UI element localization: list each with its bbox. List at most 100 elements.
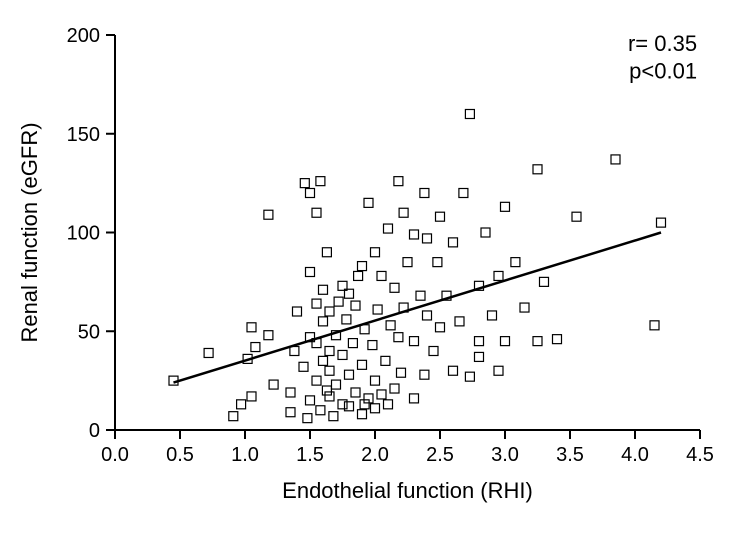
data-point <box>399 208 408 217</box>
data-point <box>650 321 659 330</box>
data-point <box>358 410 367 419</box>
data-point <box>319 356 328 365</box>
data-point <box>312 376 321 385</box>
x-tick-label: 0.0 <box>101 444 129 466</box>
x-tick-label: 3.0 <box>491 444 519 466</box>
data-point <box>312 299 321 308</box>
data-point <box>449 366 458 375</box>
data-point <box>351 301 360 310</box>
data-point <box>368 341 377 350</box>
data-point <box>316 406 325 415</box>
data-point <box>286 408 295 417</box>
data-point <box>465 110 474 119</box>
data-point <box>286 388 295 397</box>
data-point <box>316 177 325 186</box>
data-point <box>322 386 331 395</box>
x-tick-label: 4.5 <box>686 444 714 466</box>
data-point <box>410 337 419 346</box>
y-tick-label: 0 <box>89 420 100 442</box>
data-point <box>475 337 484 346</box>
data-point <box>371 404 380 413</box>
data-point <box>251 343 260 352</box>
x-tick-label: 2.0 <box>361 444 389 466</box>
data-point <box>306 396 315 405</box>
data-point <box>611 155 620 164</box>
data-point <box>410 394 419 403</box>
data-point <box>325 307 334 316</box>
data-point <box>360 325 369 334</box>
data-point <box>334 297 343 306</box>
y-tick-label: 200 <box>67 25 100 47</box>
regression-line <box>174 233 662 383</box>
x-tick-label: 1.0 <box>231 444 259 466</box>
data-point <box>325 392 334 401</box>
data-point <box>501 337 510 346</box>
scatter-chart: 0.00.51.01.52.02.53.03.54.04.50501001502… <box>0 0 752 540</box>
data-point <box>348 339 357 348</box>
data-point <box>501 202 510 211</box>
data-point <box>358 262 367 271</box>
y-axis-label: Renal function (eGFR) <box>17 122 42 342</box>
y-tick-label: 50 <box>78 321 100 343</box>
data-point <box>264 331 273 340</box>
data-point <box>290 347 299 356</box>
data-point <box>403 258 412 267</box>
data-point <box>540 277 549 286</box>
data-point <box>364 394 373 403</box>
data-point <box>300 179 309 188</box>
correlation-annotation: r= 0.35 <box>628 31 697 56</box>
data-point <box>204 348 213 357</box>
data-point <box>312 208 321 217</box>
data-point <box>416 291 425 300</box>
data-point <box>465 372 474 381</box>
data-point <box>494 271 503 280</box>
data-point <box>373 305 382 314</box>
data-point <box>306 189 315 198</box>
y-tick-label: 150 <box>67 124 100 146</box>
x-tick-label: 1.5 <box>296 444 324 466</box>
data-point <box>358 360 367 369</box>
data-point <box>520 303 529 312</box>
data-point <box>433 258 442 267</box>
data-point <box>354 271 363 280</box>
data-point <box>319 285 328 294</box>
data-point <box>325 366 334 375</box>
data-point <box>338 400 347 409</box>
data-point <box>429 347 438 356</box>
data-point <box>229 412 238 421</box>
x-tick-label: 4.0 <box>621 444 649 466</box>
data-point <box>436 212 445 221</box>
data-point <box>455 317 464 326</box>
x-tick-label: 3.5 <box>556 444 584 466</box>
data-point <box>322 248 331 257</box>
data-point <box>306 268 315 277</box>
data-point <box>384 224 393 233</box>
data-point <box>481 228 490 237</box>
data-point <box>381 356 390 365</box>
data-point <box>325 347 334 356</box>
x-tick-label: 2.5 <box>426 444 454 466</box>
data-point <box>449 238 458 247</box>
data-point <box>386 321 395 330</box>
data-point <box>299 362 308 371</box>
data-point <box>533 165 542 174</box>
data-point <box>553 335 562 344</box>
data-point <box>572 212 581 221</box>
data-point <box>237 400 246 409</box>
data-point <box>394 333 403 342</box>
data-point <box>394 177 403 186</box>
data-point <box>657 218 666 227</box>
data-point <box>247 323 256 332</box>
x-axis-label: Endothelial function (RHI) <box>282 478 533 503</box>
data-point <box>269 380 278 389</box>
data-point <box>390 384 399 393</box>
x-tick-label: 0.5 <box>166 444 194 466</box>
data-point <box>410 230 419 239</box>
data-point <box>533 337 542 346</box>
pvalue-annotation: p<0.01 <box>629 58 697 83</box>
data-point <box>397 368 406 377</box>
data-point <box>511 258 520 267</box>
data-point <box>459 189 468 198</box>
data-point <box>494 366 503 375</box>
data-point <box>423 234 432 243</box>
